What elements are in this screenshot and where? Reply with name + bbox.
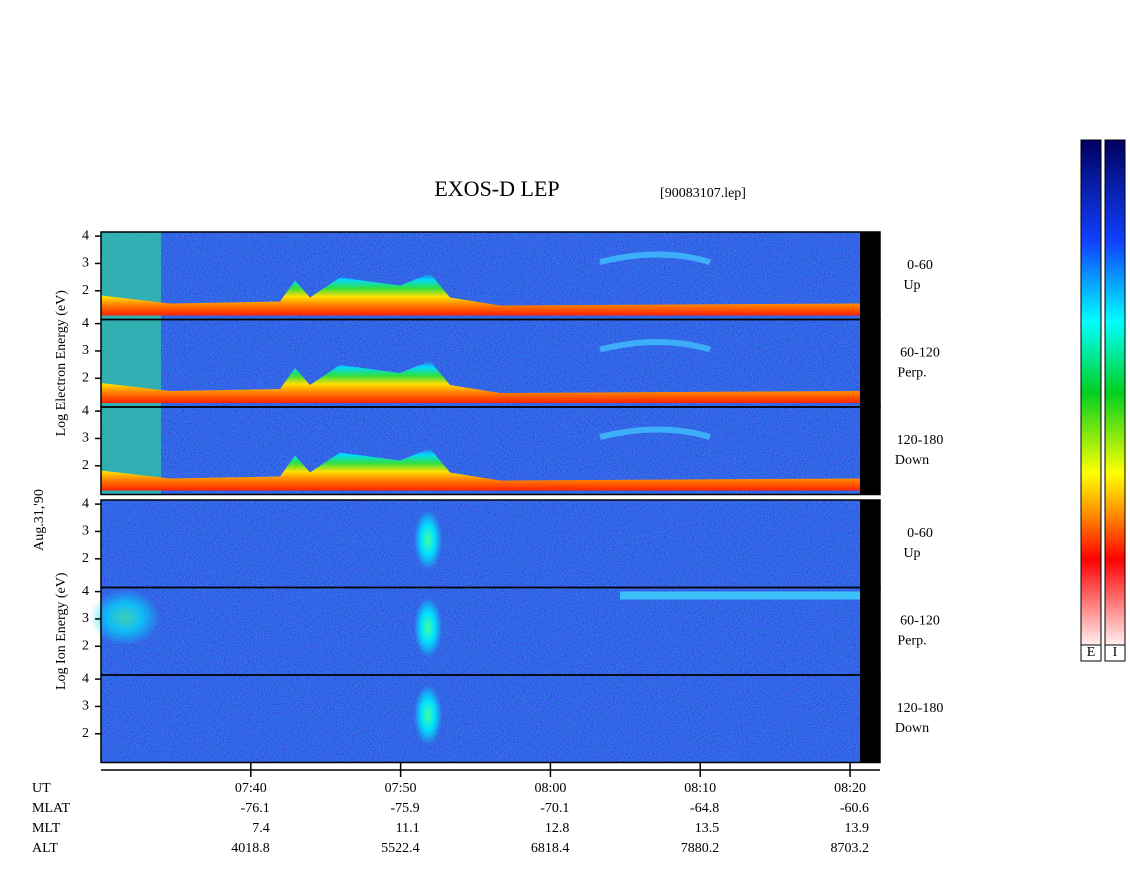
x-tick-label: 08:00: [534, 781, 566, 796]
y-tick-label: 2: [82, 639, 89, 654]
colorbar-label: I: [1113, 645, 1118, 660]
row-value: 7880.2: [681, 841, 720, 856]
direction: Perp.: [897, 633, 926, 648]
y-tick-label: 3: [82, 431, 89, 446]
data-gap: [860, 587, 880, 675]
y-tick-label: 2: [82, 551, 89, 566]
colorbar: [1080, 139, 1102, 646]
colorbar-label-box: [1104, 644, 1126, 662]
ion-early: [90, 589, 160, 646]
row-label: ALT: [32, 841, 58, 856]
ion-burst: [414, 597, 442, 658]
x-row-label: UT: [32, 781, 51, 796]
row-label: MLAT: [32, 801, 71, 816]
electron-band: [101, 273, 860, 316]
y-tick-label: 2: [82, 283, 89, 298]
y-tick-label: 4: [82, 403, 89, 418]
row-value: -75.9: [390, 801, 419, 816]
y-tick-label: 2: [82, 458, 89, 473]
chart-title: EXOS-D LEP: [434, 176, 559, 201]
ion-burst: [414, 510, 442, 570]
row-value: 8703.2: [831, 841, 870, 856]
y-axis-label: Log Ion Energy (eV): [54, 572, 69, 690]
y-tick-label: 4: [82, 584, 89, 599]
y-tick-label: 2: [82, 726, 89, 741]
row-value: -76.1: [241, 801, 270, 816]
x-tick-label: 08:10: [684, 781, 716, 796]
date-label: Aug.31,'90: [32, 489, 47, 551]
chart-subtitle: [90083107.lep]: [660, 186, 746, 201]
y-tick-label: 3: [82, 611, 89, 626]
y-tick-label: 4: [82, 228, 89, 243]
row-value: -70.1: [540, 801, 569, 816]
row-value: 5522.4: [381, 841, 420, 856]
electron-arc: [599, 251, 711, 265]
data-gap: [860, 319, 880, 407]
y-tick-label: 3: [82, 256, 89, 271]
colorbar: [1104, 139, 1126, 646]
row-value: 11.1: [396, 821, 420, 836]
data-gap: [860, 500, 880, 588]
direction: Up: [903, 278, 920, 293]
direction: Up: [903, 546, 920, 561]
row-value: -64.8: [690, 801, 719, 816]
colorbar-label: E: [1087, 645, 1096, 660]
spectrogram-noise: [101, 587, 860, 675]
angle-range: 60-120: [900, 345, 940, 360]
row-label: MLT: [32, 821, 61, 836]
row-value: 13.9: [845, 821, 870, 836]
x-tick-label: 07:40: [235, 781, 267, 796]
y-tick-label: 3: [82, 524, 89, 539]
y-tick-label: 2: [82, 371, 89, 386]
y-tick-label: 4: [82, 671, 89, 686]
data-gap: [860, 232, 880, 320]
ion-burst: [414, 685, 442, 745]
direction: Down: [895, 721, 929, 736]
row-value: 7.4: [252, 821, 270, 836]
data-gap: [860, 675, 880, 763]
angle-range: 120-180: [897, 701, 944, 716]
direction: Perp.: [897, 365, 926, 380]
panel-frame: [100, 674, 881, 764]
angle-range: 120-180: [897, 433, 944, 448]
row-value: -60.6: [840, 801, 869, 816]
y-tick-label: 4: [82, 496, 89, 511]
row-value: 13.5: [695, 821, 720, 836]
angle-range: 60-120: [900, 613, 940, 628]
electron-band: [101, 361, 860, 403]
direction: Down: [895, 453, 929, 468]
y-tick-label: 4: [82, 316, 89, 331]
ion-band: [620, 591, 860, 600]
x-tick-label: 08:20: [834, 781, 866, 796]
electron-arc: [599, 426, 711, 440]
row-value: 4018.8: [231, 841, 270, 856]
row-value: 6818.4: [531, 841, 570, 856]
angle-range: 0-60: [907, 258, 933, 273]
electron-arc: [599, 339, 711, 353]
spectrogram-noise: [101, 675, 860, 763]
y-tick-label: 3: [82, 343, 89, 358]
electron-band: [101, 448, 860, 491]
row-value: 12.8: [545, 821, 570, 836]
colorbar-label-box: [1080, 644, 1102, 662]
panel-frame: [100, 406, 881, 496]
spectrogram-art: [90, 232, 880, 763]
angle-range: 0-60: [907, 526, 933, 541]
spectrogram-noise: [101, 500, 860, 588]
data-gap: [860, 407, 880, 495]
y-axis-label: Log Electron Energy (eV): [54, 290, 69, 437]
y-tick-label: 3: [82, 699, 89, 714]
x-tick-label: 07:50: [385, 781, 417, 796]
